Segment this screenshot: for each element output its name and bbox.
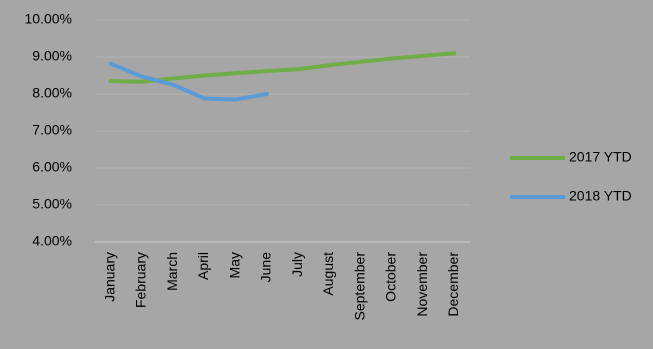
x-tick-label: October [383, 252, 399, 302]
y-tick-label: 4.00% [32, 233, 72, 249]
series-line [108, 61, 269, 102]
y-tick-label: 5.00% [32, 196, 72, 212]
x-tick-label: November [414, 252, 430, 317]
x-tick-label: May [226, 252, 242, 278]
y-tick-label: 9.00% [32, 48, 72, 64]
x-tick-label: June [258, 252, 274, 283]
x-tick-label: March [164, 252, 180, 291]
legend-label: 2018 YTD [569, 188, 632, 204]
legend-label: 2017 YTD [569, 149, 632, 165]
series-line [108, 51, 457, 84]
x-tick-label: September [351, 252, 367, 321]
x-tick-label: December [445, 252, 461, 317]
x-tick-label: August [320, 252, 336, 296]
x-tick-label: April [195, 252, 211, 280]
y-tick-label: 7.00% [32, 122, 72, 138]
y-tick-label: 10.00% [25, 11, 72, 27]
x-tick-label: January [101, 252, 117, 302]
x-tick-label: July [289, 252, 305, 277]
y-tick-label: 6.00% [32, 159, 72, 175]
x-tick-label: February [133, 252, 149, 308]
y-tick-label: 8.00% [32, 85, 72, 101]
